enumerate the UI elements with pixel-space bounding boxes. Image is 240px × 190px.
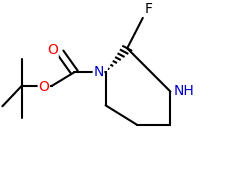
- Text: O: O: [38, 80, 49, 94]
- Text: N: N: [93, 65, 104, 79]
- Text: O: O: [47, 44, 58, 58]
- Text: NH: NH: [173, 84, 194, 98]
- Text: F: F: [145, 2, 153, 16]
